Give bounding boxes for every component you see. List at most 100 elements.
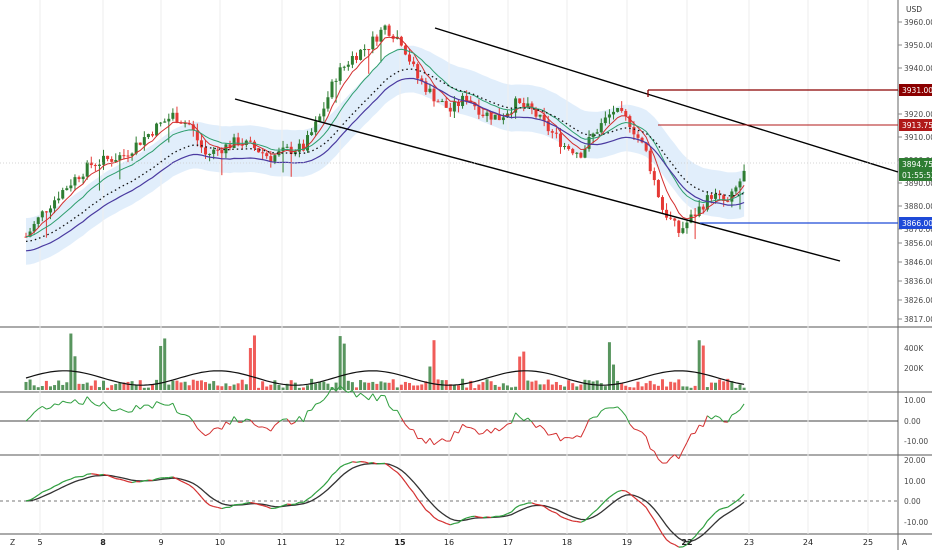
candle-body [550, 131, 554, 133]
volume-bar [612, 364, 616, 390]
volume-bar [452, 384, 456, 390]
oscillator1-segment [613, 406, 618, 409]
oscillator2-main-segment [441, 521, 447, 524]
volume-bar [738, 384, 742, 390]
oscillator1-segment [254, 424, 259, 428]
oscillator2-main-segment [706, 516, 712, 522]
candle-body [530, 103, 534, 109]
volume-bar [501, 383, 505, 390]
candle-body [363, 49, 367, 51]
candle-body [591, 133, 595, 138]
oscillator2-main-segment [478, 516, 484, 519]
oscillator1-segment [699, 424, 704, 428]
candle-body [436, 101, 440, 103]
volume-bar [644, 383, 648, 390]
osc2-tick-label: 0.00 [904, 497, 921, 506]
candle-body [742, 170, 746, 182]
volume-bar [122, 382, 126, 390]
volume-bar [346, 380, 350, 390]
oscillator2-main-segment [307, 496, 312, 500]
candle-body [350, 55, 354, 65]
candle-body [224, 144, 228, 154]
volume-bar [575, 386, 579, 390]
oscillator1-segment [131, 405, 137, 413]
oscillator2-main-segment [384, 462, 390, 467]
oscillator2-main-segment [339, 464, 345, 468]
volume-bar [306, 385, 310, 390]
candle-body [159, 122, 163, 124]
oscillator2-main-segment [568, 519, 573, 522]
oscillator2-main-segment [62, 479, 68, 483]
candle-body [526, 103, 530, 108]
candle-body [656, 180, 660, 198]
oscillator2-main-segment [99, 473, 104, 476]
date-label: 8 [100, 538, 106, 547]
candle-body [191, 124, 195, 131]
volume-bar [40, 386, 44, 390]
oscillator1-segment [425, 437, 431, 444]
volume-bar [265, 386, 269, 390]
volume-bar [85, 382, 89, 390]
candle-body [652, 171, 656, 181]
candle-body [542, 114, 546, 121]
price-tick-label: 3826.00 [904, 296, 932, 305]
osc2-tick-label: 20.00 [904, 456, 926, 465]
oscillator1-segment [250, 419, 255, 426]
volume-bar [261, 381, 265, 390]
candle-body [738, 181, 742, 188]
upper-channel-line [434, 27, 899, 173]
oscillator2-main-segment [531, 502, 537, 505]
candle-body [546, 120, 550, 132]
oscillator1-segment [339, 385, 345, 391]
volume-bar [685, 386, 689, 390]
volume-bar [391, 379, 395, 390]
oscillator2-main-segment [209, 504, 214, 508]
volume-bar [420, 384, 424, 390]
oscillator2-main-segment [278, 504, 284, 508]
oscillator1-segment [70, 399, 76, 404]
volume-bar [387, 382, 391, 390]
oscillator2-main-segment [180, 480, 186, 484]
auto-scale-corner[interactable]: A [902, 538, 908, 547]
volume-bar [281, 387, 285, 390]
oscillator1-segment [535, 424, 541, 428]
volume-bar [134, 384, 138, 390]
oscillator1-segment [482, 429, 488, 434]
candle-body [685, 222, 689, 229]
oscillator1-segment [188, 416, 194, 422]
volume-bar [187, 385, 191, 390]
oscillator1-segment [74, 399, 80, 405]
oscillator1-segment [209, 428, 215, 434]
oscillator1-segment [552, 432, 557, 435]
oscillator1-segment [707, 415, 712, 420]
oscillator1-segment [46, 407, 51, 410]
oscillator1-segment [596, 410, 602, 418]
candle-body [489, 112, 493, 120]
oscillator2-main-segment [213, 505, 218, 508]
volume-tick-label: 200K [904, 364, 924, 373]
timezone-corner[interactable]: Z [10, 538, 15, 547]
oscillator2-main-segment [507, 511, 512, 515]
candle-body [199, 140, 203, 148]
oscillator1-segment [156, 401, 161, 404]
volume-bar [603, 386, 607, 390]
candle-body [163, 121, 167, 123]
volume-bar [489, 381, 493, 390]
price-tag-label: 01:55:52 [902, 171, 932, 180]
oscillator1-segment [376, 395, 382, 402]
oscillator1-segment [82, 396, 88, 405]
candle-body [269, 156, 273, 162]
oscillator2-main-segment [368, 461, 373, 464]
oscillator2-main-segment [115, 478, 120, 480]
oscillator1-segment [539, 424, 545, 430]
volume-bar [244, 384, 248, 390]
date-label: 10 [215, 538, 225, 547]
oscillator2-main-segment [641, 503, 647, 508]
volume-bar [399, 384, 403, 390]
oscillator2-main-segment [674, 544, 680, 548]
volume-bar [628, 387, 632, 390]
volume-bar [542, 384, 546, 390]
oscillator1-segment [666, 457, 672, 464]
volume-bar [383, 382, 387, 390]
oscillator2-main-segment [588, 512, 594, 517]
